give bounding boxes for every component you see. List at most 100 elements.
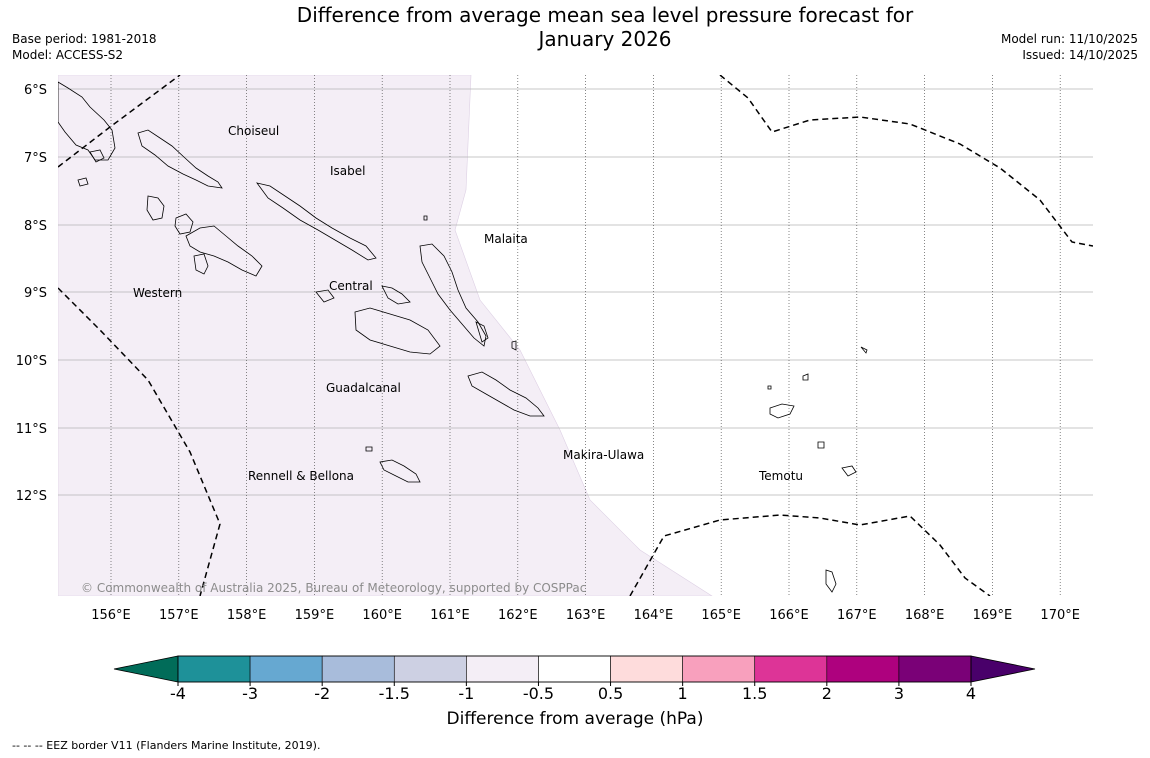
- issued-date: Issued: 14/10/2025: [1022, 48, 1138, 62]
- longitude-label: 168°E: [905, 608, 945, 623]
- latitude-label: 9°S: [24, 286, 47, 301]
- island-vanikoro: [841, 465, 857, 477]
- longitude-label: 157°E: [159, 608, 199, 623]
- province-labels: Choiseul Isabel Malaita Western Central …: [133, 124, 803, 483]
- longitude-label: 167°E: [837, 608, 877, 623]
- colorbar-cell: [321, 655, 395, 683]
- model-info: Base period: 1981-2018 Model: ACCESS-S2: [12, 31, 157, 63]
- colorbar-cell: [538, 655, 611, 683]
- latitude-gridlines: [58, 88, 1093, 496]
- colorbar-cell: [826, 655, 900, 683]
- colorbar-tick-label: 1.5: [742, 684, 767, 703]
- island-isabel: [256, 182, 377, 261]
- longitude-label: 162°E: [498, 608, 538, 623]
- label-malaita: Malaita: [484, 232, 528, 246]
- colorbar-tick-label: 4: [966, 684, 976, 703]
- latitude-label: 12°S: [16, 489, 47, 504]
- label-rennell-bellona: Rennell & Bellona: [248, 469, 354, 483]
- label-makira-ulawa: Makira-Ulawa: [563, 448, 644, 462]
- latitude-label: 11°S: [16, 422, 47, 437]
- base-period: Base period: 1981-2018: [12, 32, 157, 46]
- island-utupua: [817, 441, 825, 449]
- longitude-label: 169°E: [973, 608, 1013, 623]
- title-line-1: Difference from average mean sea level p…: [296, 3, 914, 27]
- island-santa-cruz: [769, 403, 795, 419]
- latitude-label: 8°S: [24, 219, 47, 234]
- colorbar-tick-label: -0.5: [523, 684, 554, 703]
- colorbar-tick-label: -3: [242, 684, 258, 703]
- island-ulawa: [511, 340, 517, 351]
- eez-footnote: -- -- -- EEZ border V11 (Flanders Marine…: [12, 739, 321, 752]
- colorbar-cells: [177, 655, 972, 683]
- colorbar-tick-label: 1: [678, 684, 688, 703]
- pressure-anomaly-area: [58, 75, 713, 596]
- island-rennell: [379, 459, 421, 483]
- island-guadalcanal: [354, 307, 441, 355]
- colorbar-tick-label: -1.5: [379, 684, 410, 703]
- island-malaita: [419, 243, 487, 347]
- longitude-label: 161°E: [430, 608, 470, 623]
- colorbar-cell: [466, 655, 539, 683]
- colorbar: -4 -3 -2 -1.5 -1 -0.5 0.5 1 1.5 2 3 4: [113, 655, 1036, 703]
- island-anuta: [825, 569, 837, 593]
- longitude-labels: 156°E 157°E 158°E 159°E 160°E 161°E 162°E 163°E…: [91, 608, 1080, 623]
- longitude-label: 158°E: [227, 608, 267, 623]
- island-makira: [467, 371, 545, 417]
- model-name: Model: ACCESS-S2: [12, 48, 124, 62]
- eez-border-north-west: [58, 75, 181, 168]
- label-temotu: Temotu: [758, 469, 803, 483]
- eez-border-south-west: [58, 287, 221, 596]
- island-kolombangara: [174, 213, 194, 235]
- longitude-label: 160°E: [362, 608, 402, 623]
- colorbar-cell: [393, 655, 467, 683]
- island-florida: [381, 285, 411, 305]
- island-vella-lavella: [146, 195, 165, 221]
- longitude-label: 164°E: [634, 608, 674, 623]
- island-bougainville: [58, 81, 116, 161]
- island-bellona: [365, 446, 373, 452]
- island-new-georgia: [185, 225, 263, 277]
- eez-border-south-east: [629, 514, 991, 596]
- copyright-notice: © Commonwealth of Australia 2025, Bureau…: [81, 581, 586, 595]
- colorbar-tick-label: -4: [170, 684, 186, 703]
- model-run-date: Model run: 11/10/2025: [1000, 32, 1138, 46]
- island-rendova: [193, 253, 209, 275]
- colorbar-tick-label: 3: [894, 684, 904, 703]
- latitude-label: 6°S: [24, 83, 47, 98]
- longitude-label: 165°E: [701, 608, 741, 623]
- island-outlines: [58, 81, 868, 593]
- colorbar-cell: [682, 655, 756, 683]
- latitude-label: 7°S: [24, 151, 47, 166]
- colorbar-cell: [754, 655, 828, 683]
- colorbar-cell: [177, 655, 251, 683]
- longitude-label: 163°E: [566, 608, 606, 623]
- longitude-label: 170°E: [1040, 608, 1080, 623]
- island-duff: [802, 373, 809, 381]
- latitude-labels: 6°S 7°S 8°S 9°S 10°S 11°S 12°S: [16, 83, 47, 504]
- island-sikaiana: [860, 346, 868, 354]
- colorbar-cell: [610, 655, 683, 683]
- island-shortland: [89, 149, 105, 163]
- colorbar-tick-label: 0.5: [598, 684, 623, 703]
- island-russell: [315, 289, 335, 303]
- colorbar-label: Difference from average (hPa): [446, 709, 704, 729]
- colorbar-tick-label: -2: [314, 684, 330, 703]
- eez-border-north-east: [719, 75, 1093, 247]
- label-isabel: Isabel: [330, 164, 365, 178]
- eez-borders: [58, 75, 1093, 596]
- colorbar-tick-labels: -4 -3 -2 -1.5 -1 -0.5 0.5 1 1.5 2 3 4: [170, 682, 976, 703]
- island-tinakula: [767, 385, 772, 390]
- island-choiseul: [137, 129, 223, 189]
- longitude-label: 166°E: [769, 608, 809, 623]
- longitude-label: 159°E: [295, 608, 335, 623]
- colorbar-tick-label: -1: [458, 684, 474, 703]
- colorbar-tick-label: 2: [822, 684, 832, 703]
- colorbar-frame: [177, 655, 972, 683]
- label-choiseul: Choiseul: [228, 124, 279, 138]
- label-guadalcanal: Guadalcanal: [326, 381, 401, 395]
- colorbar-low-extension: [113, 655, 179, 683]
- colorbar-cell: [249, 655, 323, 683]
- run-info: Model run: 11/10/2025 Issued: 14/10/2025: [1001, 31, 1138, 63]
- title-line-2: January 2026: [538, 27, 672, 51]
